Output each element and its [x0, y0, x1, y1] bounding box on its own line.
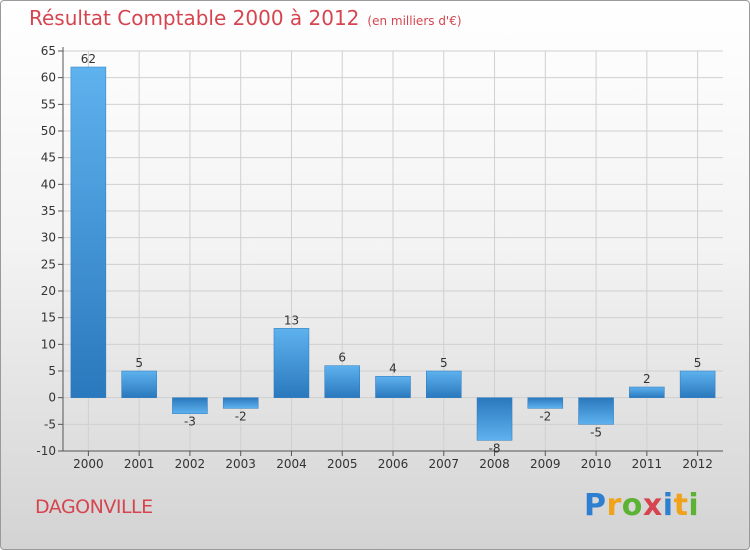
- y-tick-label: -5: [44, 417, 56, 431]
- value-label-2008: -8: [489, 441, 501, 455]
- y-tick-label: 30: [41, 231, 56, 245]
- value-label-2002: -3: [184, 415, 196, 429]
- y-tick-label: 5: [48, 364, 56, 378]
- y-tick-label: 65: [41, 44, 56, 58]
- bar-layer: [70, 66, 716, 441]
- value-label-2004: 13: [284, 313, 299, 327]
- y-tick-label: 10: [41, 337, 56, 351]
- x-tick-label-2000: 2000: [73, 457, 104, 471]
- value-label-2006: 4: [389, 361, 397, 375]
- chart-title: Résultat Comptable 2000 à 2012 (en millie…: [29, 6, 462, 30]
- value-label-2003: -2: [235, 409, 247, 423]
- proxiti-logo: Proxiti: [584, 488, 700, 523]
- chart-subtitle: (en milliers d'€): [367, 14, 462, 28]
- value-label-2000: 62: [81, 52, 96, 66]
- bar-2002: [172, 397, 208, 414]
- x-tick-label-2008: 2008: [479, 457, 510, 471]
- y-tick-label: 20: [41, 284, 56, 298]
- bar-2009: [527, 397, 564, 409]
- bar-2008: [476, 397, 513, 441]
- y-tick-label: 40: [41, 177, 56, 191]
- y-tick-label: 60: [41, 71, 56, 85]
- x-tick-label-2003: 2003: [225, 457, 256, 471]
- commune-name: DAGONVILLE: [35, 496, 153, 518]
- x-tick-label-2005: 2005: [327, 457, 358, 471]
- bar-2004: [273, 328, 310, 398]
- x-tick-label-2009: 2009: [530, 457, 561, 471]
- value-label-2007: 5: [440, 356, 448, 370]
- x-tick-label-2006: 2006: [378, 457, 409, 471]
- bar-2001: [121, 370, 157, 398]
- bar-2012: [679, 370, 716, 398]
- bar-2011: [629, 386, 665, 398]
- bar-2006: [375, 376, 411, 398]
- x-tick-label-2011: 2011: [632, 457, 663, 471]
- y-tick-label: 25: [41, 257, 56, 271]
- bar-2000: [70, 66, 107, 398]
- bar-2003: [222, 397, 259, 409]
- chart-title-text: Résultat Comptable 2000 à 2012: [29, 6, 360, 30]
- value-label-2001: 5: [135, 356, 143, 370]
- value-label-2009: -2: [539, 409, 551, 423]
- value-label-2011: 2: [643, 372, 651, 386]
- value-label-2012: 5: [694, 356, 702, 370]
- y-tick-label: 0: [48, 391, 56, 405]
- value-label-2010: -5: [590, 425, 602, 439]
- bar-2007: [426, 370, 462, 398]
- x-tick-label-2002: 2002: [175, 457, 206, 471]
- y-tick-label: 55: [41, 97, 56, 111]
- x-tick-label-2007: 2007: [428, 457, 459, 471]
- x-tick-label-2010: 2010: [581, 457, 612, 471]
- x-tick-label-2012: 2012: [682, 457, 713, 471]
- bar-2005: [324, 365, 360, 398]
- y-tick-label: 45: [41, 151, 56, 165]
- y-tick-label: 35: [41, 204, 56, 218]
- y-tick-label: -10: [36, 444, 56, 458]
- y-tick-label: 15: [41, 311, 56, 325]
- y-tick-label: 50: [41, 124, 56, 138]
- bar-2010: [578, 397, 614, 425]
- value-label-2005: 6: [338, 351, 346, 365]
- label-layer: 62 5 -3 -2 13 6 4 5 -8 -2 -5 2 5: [81, 52, 702, 455]
- x-tick-label-2001: 2001: [124, 457, 155, 471]
- x-tick-label-2004: 2004: [276, 457, 307, 471]
